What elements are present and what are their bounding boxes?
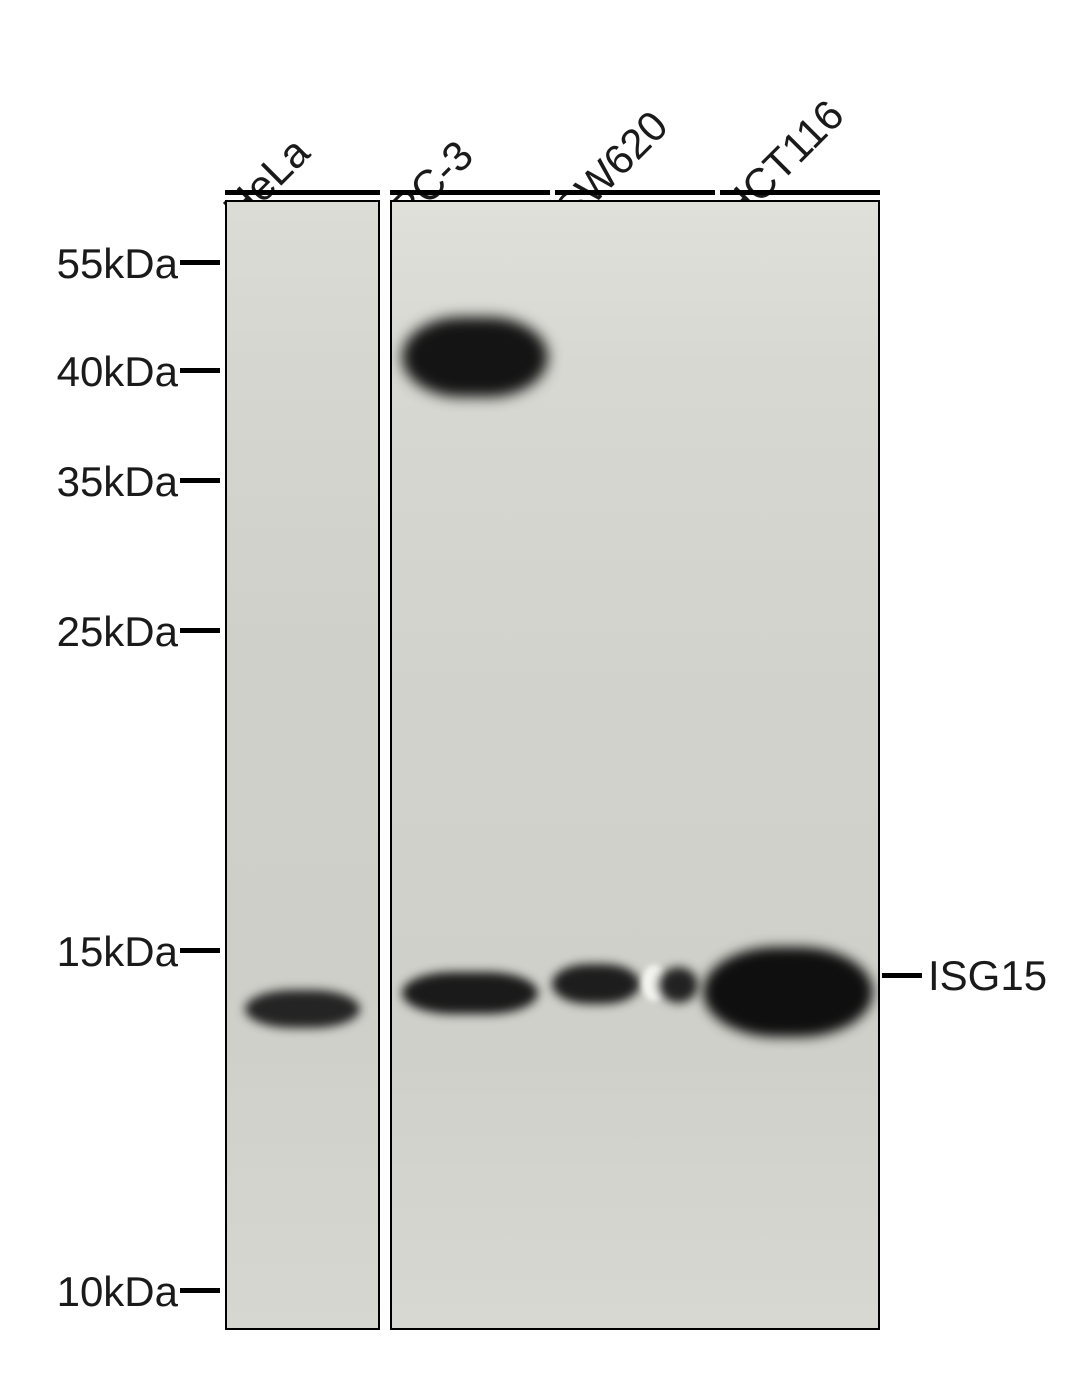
lane-underline-pc3	[390, 190, 550, 195]
marker-tick-25kda	[180, 628, 220, 633]
lane-underline-hct116	[720, 190, 880, 195]
marker-35kda: 35kDa	[20, 458, 178, 506]
band-sw620-isg15-right	[659, 967, 698, 1003]
marker-15kda: 15kDa	[20, 928, 178, 976]
lane-underline-hela	[225, 190, 380, 195]
marker-tick-40kda	[180, 368, 220, 373]
blot-panel-2	[390, 200, 880, 1330]
marker-40kda: 40kDa	[20, 348, 178, 396]
marker-tick-15kda	[180, 948, 220, 953]
marker-tick-10kda	[180, 1288, 220, 1293]
band-pc3-high	[402, 317, 548, 397]
blot-panel-1	[225, 200, 380, 1330]
marker-25kda: 25kDa	[20, 608, 178, 656]
band-hct116-isg15	[703, 947, 873, 1037]
marker-55kda: 55kDa	[20, 240, 178, 288]
lane-underline-sw620	[555, 190, 715, 195]
band-hela-isg15	[245, 990, 360, 1028]
band-pc3-isg15	[402, 972, 538, 1014]
marker-10kda: 10kDa	[20, 1268, 178, 1316]
target-label-isg15: ISG15	[928, 952, 1047, 1000]
band-sw620-isg15-left	[552, 964, 639, 1004]
target-tick-isg15	[882, 973, 922, 978]
marker-tick-55kda	[180, 260, 220, 265]
marker-tick-35kda	[180, 478, 220, 483]
